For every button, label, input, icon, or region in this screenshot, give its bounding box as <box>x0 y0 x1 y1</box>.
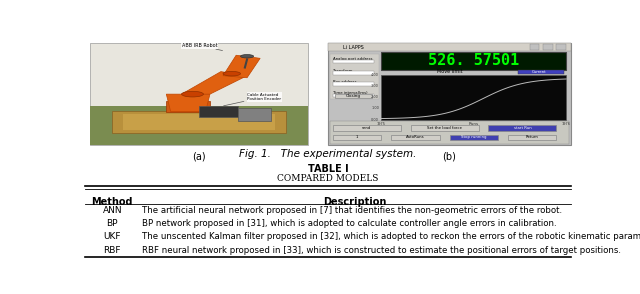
Text: 1.00: 1.00 <box>371 106 379 111</box>
FancyBboxPatch shape <box>391 135 440 140</box>
Text: 3.00: 3.00 <box>371 84 379 88</box>
Text: Stop running: Stop running <box>461 135 486 139</box>
Text: 1: 1 <box>356 135 358 139</box>
FancyBboxPatch shape <box>530 44 540 50</box>
FancyBboxPatch shape <box>199 106 238 117</box>
Text: ANN: ANN <box>102 206 122 215</box>
Circle shape <box>182 91 204 97</box>
Text: 1975: 1975 <box>377 122 386 126</box>
FancyBboxPatch shape <box>508 135 556 140</box>
Text: RBF neural network proposed in [33], which is constructed to estimate the positi: RBF neural network proposed in [33], whi… <box>142 245 621 255</box>
FancyBboxPatch shape <box>328 43 571 145</box>
Text: Current: Current <box>532 70 547 74</box>
Text: Description: Description <box>324 197 387 207</box>
Text: BP network proposed in [31], which is adopted to calculate controller angle erro: BP network proposed in [31], which is ad… <box>142 219 557 228</box>
Text: Method: Method <box>92 197 133 207</box>
Text: Bus address: Bus address <box>333 80 356 84</box>
FancyBboxPatch shape <box>488 125 556 131</box>
Circle shape <box>223 71 241 76</box>
Text: Li LAPPS: Li LAPPS <box>342 45 364 50</box>
FancyBboxPatch shape <box>335 94 372 98</box>
FancyBboxPatch shape <box>333 135 381 140</box>
Text: Set the load force: Set the load force <box>428 126 462 130</box>
FancyBboxPatch shape <box>330 54 379 99</box>
Polygon shape <box>166 94 210 111</box>
Text: (a): (a) <box>192 152 206 162</box>
FancyBboxPatch shape <box>330 121 568 144</box>
Text: The artificial neural network proposed in [7] that identifies the non-geometric : The artificial neural network proposed i… <box>142 206 562 215</box>
Text: Cable Actuated
Position Encoder: Cable Actuated Position Encoder <box>223 93 281 106</box>
FancyBboxPatch shape <box>556 44 566 50</box>
FancyBboxPatch shape <box>381 52 566 70</box>
FancyBboxPatch shape <box>333 93 374 97</box>
FancyBboxPatch shape <box>333 125 401 131</box>
Text: Transform: Transform <box>333 69 353 73</box>
FancyBboxPatch shape <box>333 82 374 86</box>
FancyBboxPatch shape <box>333 71 374 75</box>
Text: 0.00: 0.00 <box>371 118 379 122</box>
FancyBboxPatch shape <box>333 60 374 64</box>
Text: COMPARED MODELS: COMPARED MODELS <box>277 174 379 183</box>
Text: UKF: UKF <box>104 232 121 241</box>
FancyBboxPatch shape <box>518 70 564 74</box>
Text: AutoRuns: AutoRuns <box>406 135 425 139</box>
FancyBboxPatch shape <box>328 43 571 51</box>
FancyBboxPatch shape <box>90 106 308 145</box>
Polygon shape <box>223 55 260 78</box>
Text: Move limit: Move limit <box>436 69 462 74</box>
FancyBboxPatch shape <box>411 125 479 131</box>
Text: 4.00: 4.00 <box>371 73 379 77</box>
Text: Fig. 1.   The experimental system.: Fig. 1. The experimental system. <box>239 149 417 159</box>
Text: 526. 57501: 526. 57501 <box>428 54 520 69</box>
FancyBboxPatch shape <box>112 111 286 133</box>
Text: Runs: Runs <box>468 122 479 126</box>
FancyBboxPatch shape <box>238 108 271 121</box>
Polygon shape <box>182 72 247 94</box>
Text: send: send <box>362 126 372 130</box>
Text: The unscented Kalman filter proposed in [32], which is adopted to reckon the err: The unscented Kalman filter proposed in … <box>142 232 640 241</box>
Text: BP: BP <box>106 219 118 228</box>
FancyBboxPatch shape <box>449 135 498 140</box>
FancyBboxPatch shape <box>543 44 553 50</box>
FancyBboxPatch shape <box>90 43 308 145</box>
FancyBboxPatch shape <box>381 75 566 120</box>
Text: 2.00: 2.00 <box>371 95 379 99</box>
Circle shape <box>241 55 253 58</box>
FancyBboxPatch shape <box>123 113 275 130</box>
Text: TABLE I: TABLE I <box>308 164 348 174</box>
Text: start Run: start Run <box>513 126 531 130</box>
Text: Return: Return <box>525 135 539 139</box>
Text: (b): (b) <box>443 152 456 162</box>
Text: RBF: RBF <box>104 245 121 255</box>
Text: Closing: Closing <box>346 94 361 98</box>
Text: Time interval(ms): Time interval(ms) <box>333 91 367 95</box>
Text: Analog port address: Analog port address <box>333 57 372 61</box>
Text: 1976: 1976 <box>562 122 571 126</box>
Text: ABB IRB Robot: ABB IRB Robot <box>182 43 223 51</box>
FancyBboxPatch shape <box>166 101 210 111</box>
